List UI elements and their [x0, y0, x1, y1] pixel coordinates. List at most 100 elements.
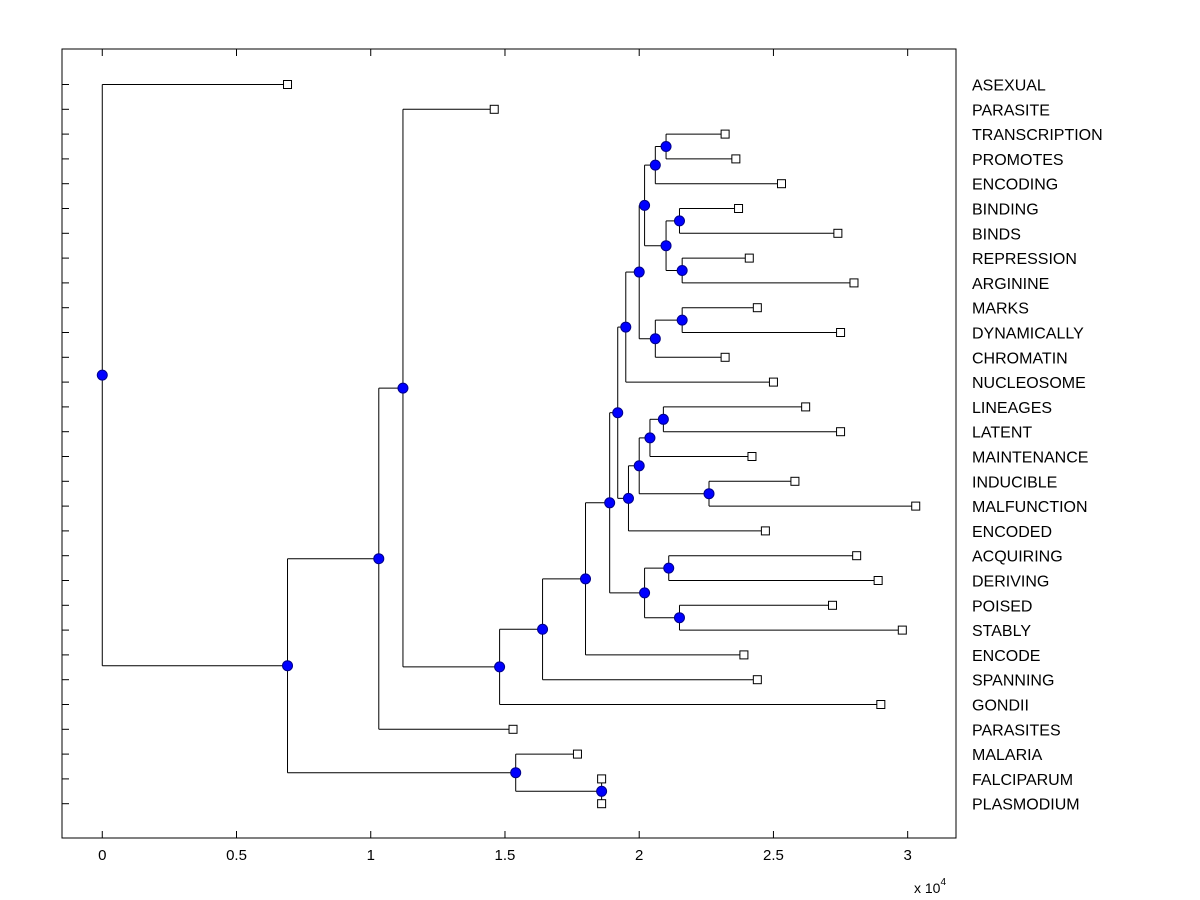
leaf-marker — [873, 576, 883, 585]
leaf-label: DYNAMICALLY — [972, 326, 1084, 343]
leaf-label: BINDING — [972, 202, 1039, 219]
leaf-label: ASEXUAL — [972, 78, 1046, 95]
node-marker — [649, 333, 661, 345]
leaf-marker — [760, 526, 770, 536]
leaf-label: PLASMODIUM — [972, 797, 1080, 814]
node-marker — [676, 265, 688, 276]
node-marker — [639, 587, 651, 599]
node-marker — [676, 314, 688, 326]
x-tick-label: 3 — [904, 847, 912, 864]
dendrogram-links — [101, 84, 916, 804]
x-multiplier-exponent: 4 — [940, 877, 946, 888]
node-marker — [673, 215, 685, 227]
leaf-marker — [739, 650, 749, 660]
node-markers — [96, 141, 715, 797]
leaf-label: CHROMATIN — [972, 350, 1068, 367]
node-marker — [510, 767, 522, 779]
leaf-label: MALARIA — [972, 747, 1043, 764]
leaf-marker — [790, 476, 800, 486]
node-marker — [633, 460, 645, 472]
leaf-label: POISED — [972, 598, 1032, 615]
leaf-label: MAINTENANCE — [972, 450, 1088, 467]
node-marker — [96, 369, 108, 381]
node-marker — [649, 159, 661, 171]
leaf-marker — [720, 352, 730, 362]
node-marker — [620, 321, 632, 333]
node-marker — [622, 492, 634, 504]
node-marker — [644, 432, 656, 444]
leaf-marker — [897, 625, 907, 635]
node-marker — [657, 413, 669, 425]
leaf-label: ARGININE — [972, 276, 1049, 293]
node-marker — [673, 612, 685, 624]
node-marker — [639, 199, 651, 211]
leaf-marker — [836, 328, 846, 337]
node-marker — [660, 141, 672, 152]
leaf-marker — [833, 228, 843, 238]
x-tick-label: 2 — [635, 847, 643, 864]
leaf-label: DERIVING — [972, 574, 1049, 591]
x-tick-label: 2.5 — [763, 847, 784, 864]
leaf-marker — [828, 600, 838, 610]
node-marker — [596, 785, 608, 797]
leaf-labels: ASEXUAL PARASITE TRANSCRIPTION PROMOTES ENCO… — [972, 78, 1103, 814]
leaf-label: REPRESSION — [972, 251, 1077, 268]
x-multiplier-base: x 10 — [914, 880, 941, 896]
node-marker — [580, 573, 592, 585]
node-marker — [494, 661, 506, 673]
leaf-label: NUCLEOSOME — [972, 375, 1086, 392]
x-tick-label: 1.5 — [495, 847, 516, 864]
leaf-label: ENCODED — [972, 524, 1052, 541]
leaf-label: PARASITES — [972, 722, 1061, 739]
node-marker — [633, 266, 645, 278]
leaf-label: ENCODE — [972, 648, 1040, 665]
node-marker — [612, 407, 624, 419]
leaf-marker — [876, 700, 886, 709]
y-axis-ticks — [62, 84, 69, 805]
leaf-label: INDUCIBLE — [972, 474, 1057, 491]
x-tick-label: 0 — [98, 847, 106, 864]
leaf-label: LINEAGES — [972, 400, 1052, 417]
leaf-markers — [283, 80, 921, 809]
node-marker — [397, 382, 409, 394]
node-marker — [373, 553, 385, 565]
leaf-marker — [776, 179, 786, 189]
leaf-marker — [283, 80, 293, 89]
node-marker — [660, 240, 672, 252]
leaf-marker — [731, 154, 741, 164]
leaf-label: GONDII — [972, 698, 1029, 715]
leaf-marker — [801, 402, 811, 412]
x-axis-ticks: 0 0.5 1 1.5 2 2.5 3 — [98, 49, 912, 864]
leaf-label: PARASITE — [972, 102, 1050, 119]
leaf-marker — [597, 799, 607, 809]
leaf-label: MALFUNCTION — [972, 499, 1088, 516]
node-marker — [604, 497, 616, 509]
leaf-label: FALCIPARUM — [972, 772, 1073, 789]
leaf-label: ENCODING — [972, 177, 1058, 194]
leaf-marker — [911, 501, 921, 511]
leaf-marker — [768, 377, 778, 387]
leaf-marker — [752, 303, 762, 313]
leaf-marker — [508, 724, 518, 734]
node-marker — [537, 623, 549, 635]
leaf-label: SPANNING — [972, 673, 1054, 690]
leaf-label: STABLY — [972, 623, 1031, 640]
leaf-marker — [572, 749, 582, 759]
leaf-label: TRANSCRIPTION — [972, 127, 1103, 144]
leaf-marker — [744, 253, 754, 263]
x-tick-label: 0.5 — [226, 847, 247, 864]
leaf-marker — [752, 675, 762, 685]
leaf-label: ACQUIRING — [972, 549, 1063, 566]
node-marker — [282, 660, 294, 672]
leaf-marker — [747, 452, 757, 461]
leaf-marker — [489, 104, 499, 114]
leaf-marker — [852, 551, 862, 561]
node-marker — [663, 562, 675, 574]
leaf-marker — [720, 129, 730, 139]
node-marker — [703, 488, 715, 500]
leaf-marker — [734, 204, 744, 213]
leaf-marker — [849, 278, 859, 288]
leaf-label: LATENT — [972, 425, 1032, 442]
leaf-label: MARKS — [972, 301, 1029, 318]
